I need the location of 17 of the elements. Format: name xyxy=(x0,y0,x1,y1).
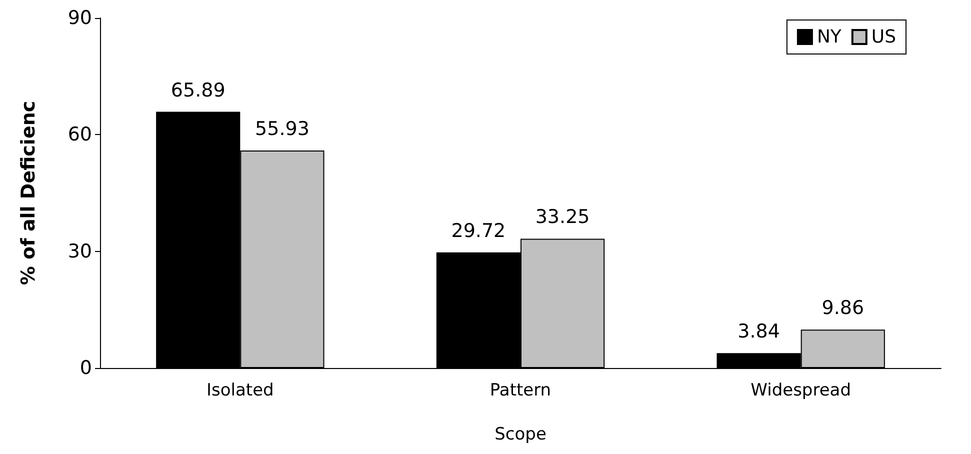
y-tick-label: 0 xyxy=(80,357,92,379)
legend-label: US xyxy=(871,26,896,48)
y-tick-label: 90 xyxy=(68,7,92,29)
data-label: 55.93 xyxy=(255,118,310,140)
data-label: 33.25 xyxy=(535,206,590,228)
data-label: 9.86 xyxy=(822,297,864,320)
legend-label: NY xyxy=(816,26,842,48)
x-tick-label: Isolated xyxy=(206,380,274,400)
data-label: 29.72 xyxy=(451,220,506,242)
data-label: 3.84 xyxy=(738,320,780,343)
x-tick-label: Pattern xyxy=(490,380,552,400)
x-axis-title: Scope xyxy=(494,424,546,444)
y-tick-label: 60 xyxy=(68,124,92,146)
x-tick-label: Widespread xyxy=(750,380,852,400)
y-axis-title: % of all Deficienc xyxy=(18,100,40,286)
data-label: 65.89 xyxy=(170,79,226,102)
y-tick-label: 30 xyxy=(68,240,92,262)
